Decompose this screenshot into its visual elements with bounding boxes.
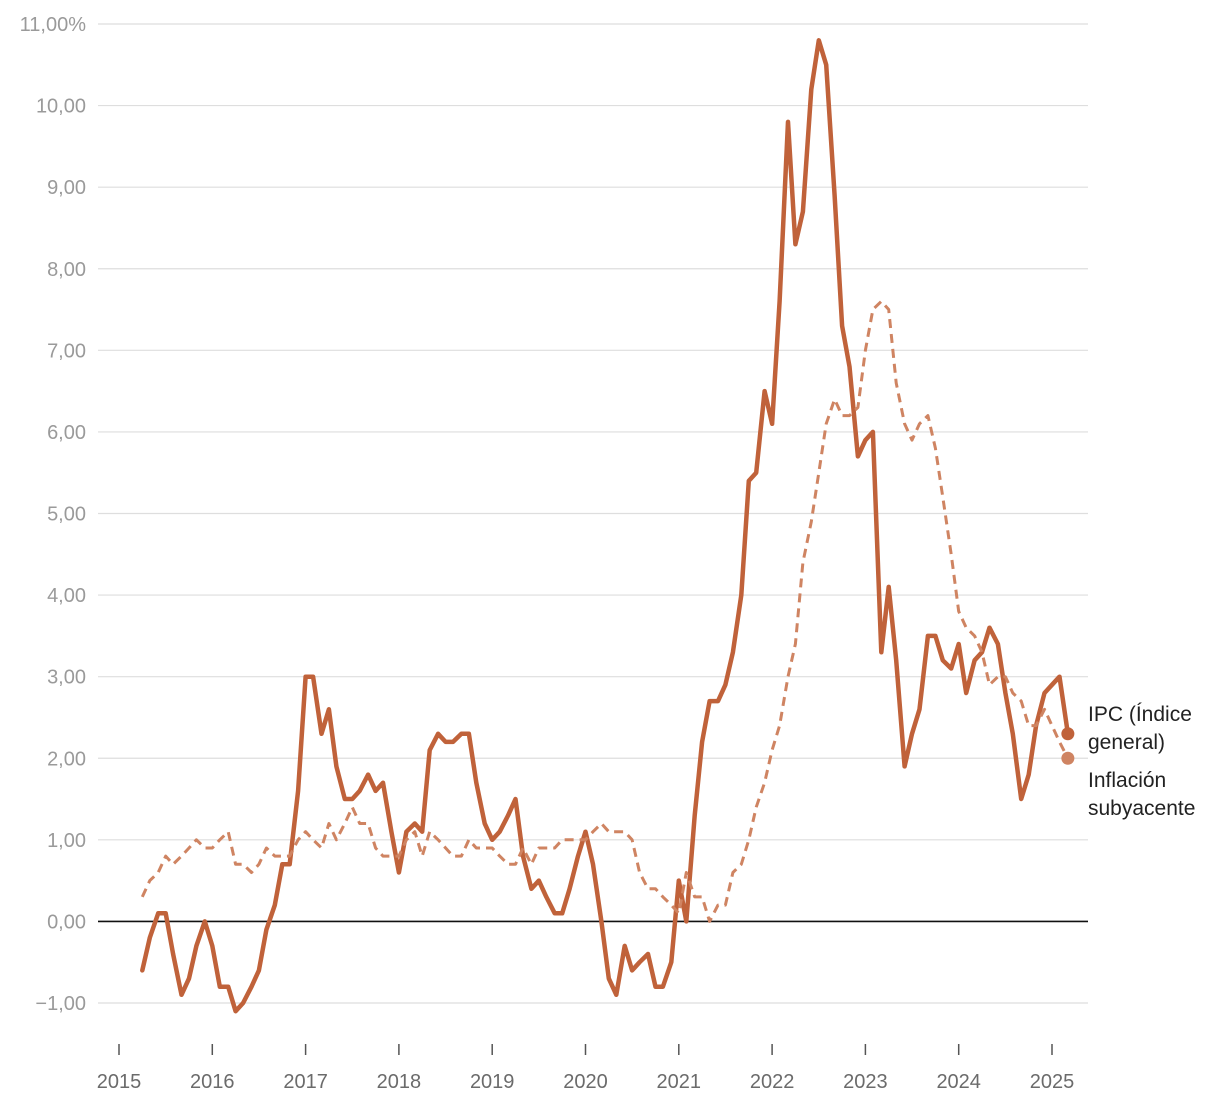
- x-tick-label: 2017: [283, 1071, 328, 1093]
- x-tick-label: 2022: [750, 1071, 795, 1093]
- core-inflation-line: [140, 299, 1070, 923]
- y-tick-label: 6,00: [47, 422, 86, 444]
- ipc-general-line: [140, 38, 1071, 1014]
- y-tick-label: 10,00: [36, 96, 86, 118]
- gridlines: [98, 23, 1088, 1004]
- y-tick-label: −1,00: [35, 993, 86, 1015]
- y-tick-label: 11,00%: [20, 14, 87, 36]
- x-tick-label: 2021: [657, 1071, 702, 1093]
- y-tick-label: 4,00: [47, 585, 86, 607]
- x-tick-label: 2018: [377, 1071, 422, 1093]
- core-inflation-end-marker: [1061, 751, 1075, 765]
- y-tick-label: 3,00: [47, 667, 86, 689]
- y-tick-label: 0,00: [47, 911, 86, 933]
- ipc-general-end-marker: [1061, 727, 1075, 741]
- x-tick-label: 2023: [843, 1071, 888, 1093]
- ipc-general-label: general): [1088, 731, 1165, 754]
- x-tick-label: 2025: [1030, 1071, 1075, 1093]
- ipc-general-label: IPC (Índice: [1088, 703, 1192, 726]
- x-tick-label: 2024: [936, 1071, 981, 1093]
- x-tick-label: 2015: [97, 1071, 142, 1093]
- core-inflation-label: subyacente: [1088, 797, 1195, 820]
- y-tick-label: 8,00: [47, 259, 86, 281]
- x-tick-label: 2020: [563, 1071, 608, 1093]
- y-tick-label: 2,00: [47, 748, 86, 770]
- y-axis: −1,00 0,00 1,00 2,00 3,00 4,00 5,00 6,00 7,00 8,0…: [20, 14, 87, 1015]
- y-tick-label: 7,00: [47, 340, 86, 362]
- series-lines: [140, 38, 1075, 1014]
- line-labels: IPC (Índice general) Inflación subyacente: [1088, 703, 1195, 820]
- core-inflation-label: Inflación: [1088, 769, 1166, 792]
- x-axis: 2015 2016 2017 2018 2019 2020 2021 2022 2023 2024…: [97, 1044, 1075, 1093]
- x-tick-label: 2016: [190, 1071, 235, 1093]
- x-tick-label: 2019: [470, 1071, 515, 1093]
- y-tick-label: 1,00: [47, 830, 86, 852]
- y-tick-label: 9,00: [47, 177, 86, 199]
- y-tick-label: 5,00: [47, 504, 86, 526]
